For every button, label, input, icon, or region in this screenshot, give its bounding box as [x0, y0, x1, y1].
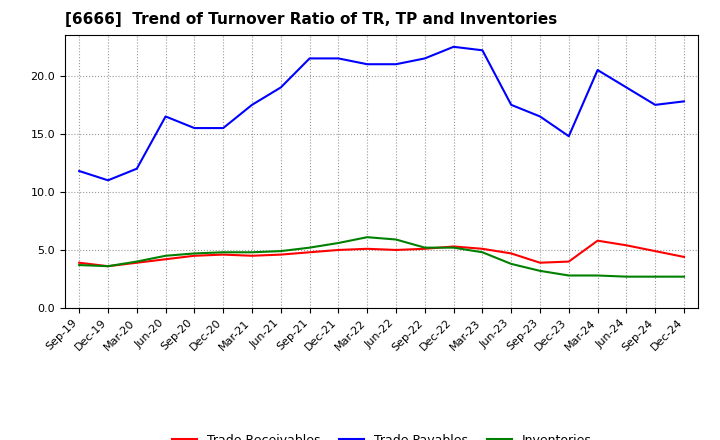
Legend: Trade Receivables, Trade Payables, Inventories: Trade Receivables, Trade Payables, Inven… — [166, 429, 597, 440]
Trade Receivables — [651, 249, 660, 254]
Inventories — [507, 261, 516, 267]
Inventories — [219, 249, 228, 255]
Trade Payables — [392, 62, 400, 67]
Trade Payables — [622, 85, 631, 90]
Line: Trade Receivables: Trade Receivables — [79, 241, 684, 266]
Trade Payables — [536, 114, 544, 119]
Trade Payables — [305, 56, 314, 61]
Inventories — [593, 273, 602, 278]
Trade Payables — [161, 114, 170, 119]
Trade Payables — [363, 62, 372, 67]
Trade Receivables — [392, 247, 400, 253]
Trade Payables — [680, 99, 688, 104]
Trade Receivables — [420, 246, 429, 251]
Trade Payables — [132, 166, 141, 171]
Inventories — [363, 235, 372, 240]
Trade Receivables — [478, 246, 487, 251]
Inventories — [651, 274, 660, 279]
Trade Receivables — [248, 253, 256, 258]
Inventories — [334, 240, 343, 246]
Inventories — [75, 262, 84, 268]
Inventories — [420, 245, 429, 250]
Trade Receivables — [276, 252, 285, 257]
Trade Receivables — [449, 244, 458, 249]
Trade Payables — [478, 48, 487, 53]
Trade Receivables — [536, 260, 544, 265]
Trade Receivables — [680, 254, 688, 260]
Trade Receivables — [363, 246, 372, 251]
Inventories — [305, 245, 314, 250]
Trade Payables — [593, 67, 602, 73]
Trade Payables — [334, 56, 343, 61]
Trade Receivables — [622, 243, 631, 248]
Trade Receivables — [593, 238, 602, 243]
Trade Receivables — [132, 260, 141, 265]
Inventories — [536, 268, 544, 274]
Trade Receivables — [104, 264, 112, 269]
Trade Receivables — [161, 257, 170, 262]
Trade Receivables — [219, 252, 228, 257]
Line: Inventories: Inventories — [79, 237, 684, 277]
Trade Receivables — [305, 249, 314, 255]
Trade Payables — [449, 44, 458, 49]
Trade Receivables — [190, 253, 199, 258]
Trade Payables — [564, 134, 573, 139]
Inventories — [680, 274, 688, 279]
Inventories — [104, 264, 112, 269]
Inventories — [449, 245, 458, 250]
Trade Payables — [507, 102, 516, 107]
Inventories — [190, 251, 199, 256]
Trade Payables — [104, 178, 112, 183]
Trade Payables — [248, 102, 256, 107]
Inventories — [622, 274, 631, 279]
Line: Trade Payables: Trade Payables — [79, 47, 684, 180]
Trade Payables — [75, 169, 84, 174]
Trade Payables — [219, 125, 228, 131]
Inventories — [564, 273, 573, 278]
Trade Payables — [190, 125, 199, 131]
Trade Receivables — [507, 251, 516, 256]
Trade Payables — [276, 85, 285, 90]
Trade Receivables — [564, 259, 573, 264]
Inventories — [132, 259, 141, 264]
Trade Payables — [651, 102, 660, 107]
Inventories — [248, 249, 256, 255]
Inventories — [478, 249, 487, 255]
Inventories — [161, 253, 170, 258]
Text: [6666]  Trend of Turnover Ratio of TR, TP and Inventories: [6666] Trend of Turnover Ratio of TR, TP… — [65, 12, 557, 27]
Inventories — [276, 249, 285, 254]
Trade Receivables — [334, 247, 343, 253]
Trade Receivables — [75, 260, 84, 265]
Trade Payables — [420, 56, 429, 61]
Inventories — [392, 237, 400, 242]
